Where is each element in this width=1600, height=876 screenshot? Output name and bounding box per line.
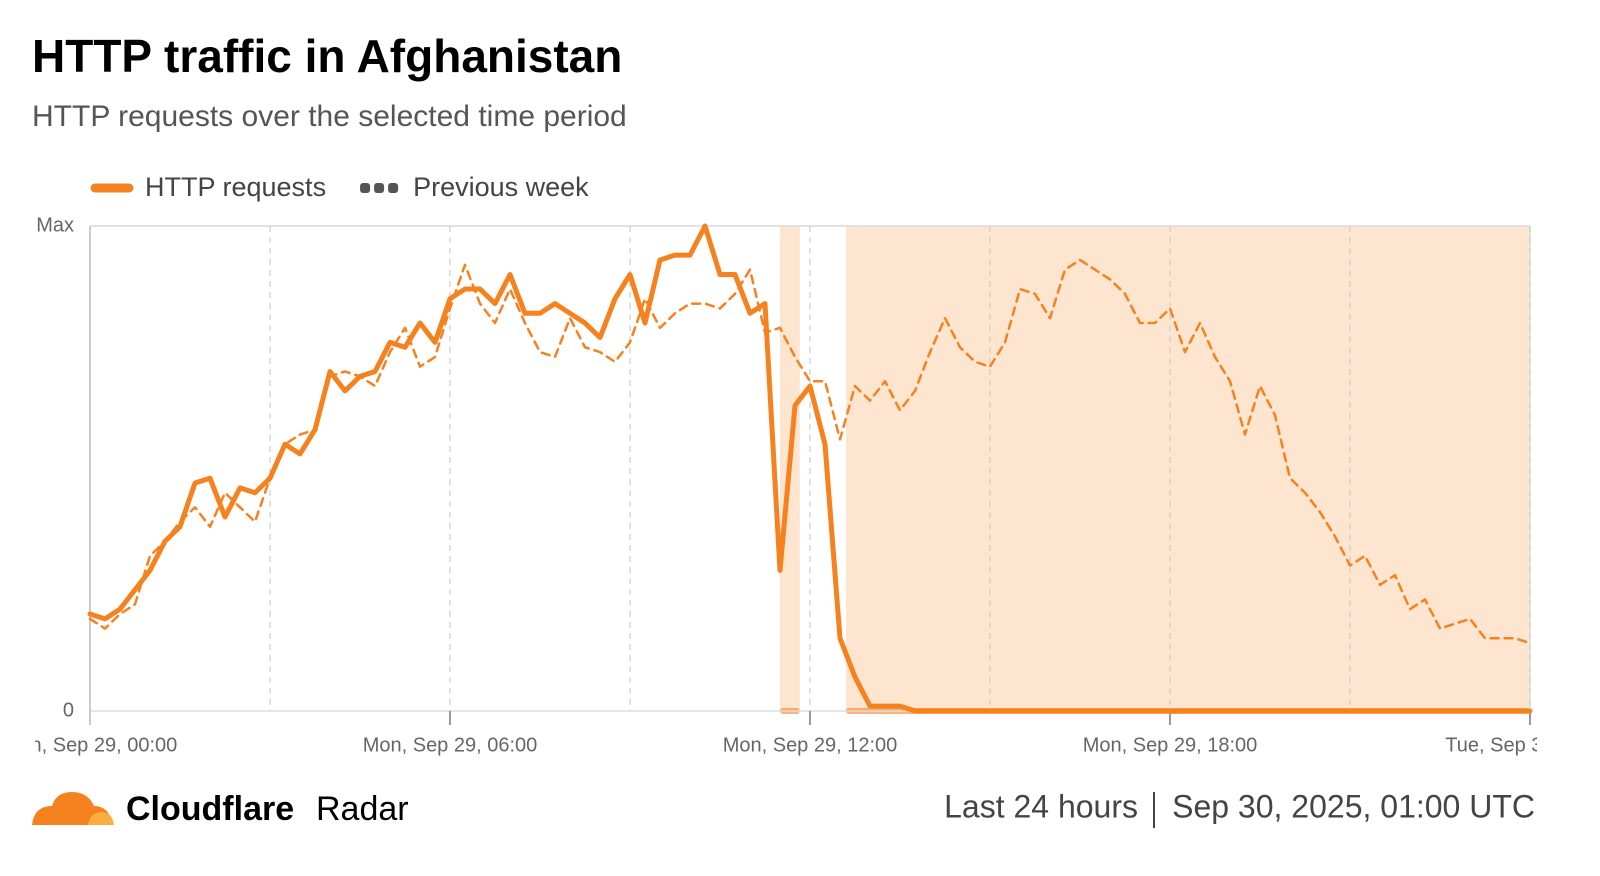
period-label: Last 24 hours — [944, 788, 1138, 824]
timestamp: Sep 30, 2025, 01:00 UTC — [1172, 788, 1535, 824]
legend-label: HTTP requests — [145, 172, 326, 202]
x-tick-label: Mon, Sep 29, 00:00 — [3, 734, 178, 756]
x-tick-label: Mon, Sep 29, 18:00 — [1083, 734, 1258, 756]
legend: HTTP requests Previous week — [90, 172, 589, 202]
chart-subtitle: HTTP requests over the selected time per… — [32, 100, 627, 133]
series-line — [87, 223, 1533, 714]
legend-swatch — [360, 183, 371, 193]
y-tick-label: 0 — [63, 699, 74, 721]
legend-swatch — [388, 183, 399, 193]
x-tick-label: Tue, Sep 30, 00:00 — [1445, 734, 1600, 756]
brand-logo — [32, 792, 114, 825]
brand-name: Cloudflare — [126, 790, 294, 828]
brand-suffix: Radar — [316, 790, 409, 828]
legend-swatch — [374, 183, 385, 193]
y-tick-label: Max — [36, 214, 74, 236]
shaded-range — [846, 226, 1530, 711]
legend-label: Previous week — [413, 172, 589, 202]
x-tick-label: Mon, Sep 29, 12:00 — [723, 734, 898, 756]
x-tick-label: Mon, Sep 29, 06:00 — [363, 734, 538, 756]
x-tick-labels: Mon, Sep 29, 00:00 Mon, Sep 29, 06:00 Mon,… — [3, 734, 1600, 756]
logo-cloud-small — [88, 812, 114, 825]
chart-title: HTTP traffic in Afghanistan — [32, 30, 622, 82]
plot-area: 0 Max Mon, Sep 29, 00:00 Mon, Sep 29, 06:00… — [3, 214, 1600, 756]
